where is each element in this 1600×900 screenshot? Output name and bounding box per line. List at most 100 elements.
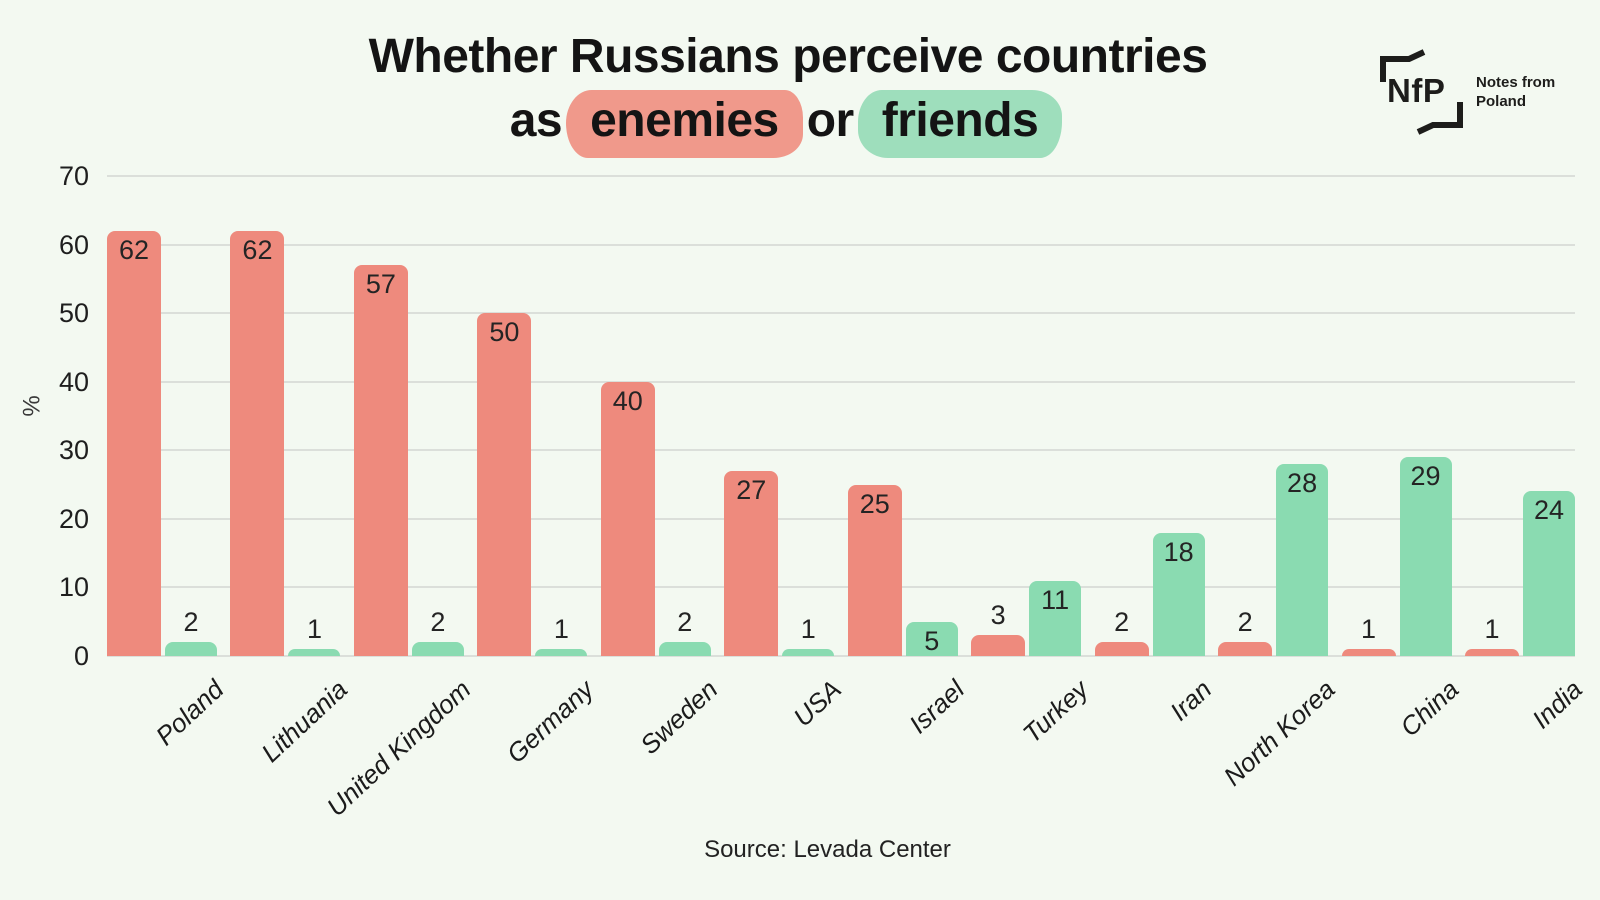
title-word-enemies-highlighted: enemies: [566, 90, 803, 158]
bar-group-north-korea: 2 28: [1218, 176, 1329, 656]
value-label-friends-lithuania: 1: [306, 614, 322, 645]
value-label-enemies-united-kingdom: 57: [365, 269, 396, 300]
bar-friends-north-korea: [1276, 464, 1329, 656]
x-tick-text-india: India: [1525, 674, 1588, 735]
bar-enemies-usa: [724, 470, 779, 656]
bar-group-sweden: 40 2: [600, 176, 711, 656]
y-tick-label-0: 0: [73, 641, 89, 671]
y-tick-label-60: 60: [58, 229, 89, 260]
bar-group-china: 1 29: [1341, 176, 1452, 656]
bar-enemies-turkey: [971, 635, 1026, 656]
value-label-enemies-germany: 50: [489, 317, 520, 348]
y-tick-label-50: 50: [58, 298, 89, 329]
bar-enemies-germany: [477, 313, 532, 656]
value-label-friends-germany: 1: [553, 614, 569, 645]
bar-friends-china: [1399, 457, 1452, 656]
value-label-friends-india: 24: [1533, 495, 1565, 526]
bar-friends-united-kingdom: [411, 642, 464, 656]
value-label-enemies-china: 1: [1361, 614, 1377, 645]
bar-friends-turkey: [1029, 580, 1082, 656]
nfp-logo-name: Notes from Poland: [1476, 73, 1555, 111]
title-word-or: or: [806, 94, 855, 147]
x-tick-text-israel: Israel: [903, 674, 971, 740]
nfp-bracket-icon: [1380, 49, 1463, 135]
title-word-friends-highlighted: friends: [857, 90, 1063, 158]
chart-title-line2: as enemies or friends: [0, 90, 1588, 158]
gridline-20: [107, 517, 1575, 520]
bar-group-lithuania: 62 1: [230, 176, 341, 656]
nfp-logo-mark: NfP: [1374, 48, 1468, 136]
bar-friends-india: [1523, 491, 1575, 656]
bar-enemies-india: [1465, 649, 1519, 656]
x-tick-text-lithuania: Lithuania: [255, 674, 353, 768]
nfp-logo-name-line1: Notes from: [1476, 74, 1556, 91]
title-word-as: as: [509, 94, 563, 147]
value-label-friends-china: 29: [1410, 461, 1441, 492]
gridline-60: [107, 243, 1575, 246]
bar-enemies-united-kingdom: [353, 265, 408, 656]
gridline-30: [107, 449, 1575, 452]
bar-group-poland: 62 2: [107, 176, 217, 656]
value-label-enemies-sweden: 40: [612, 385, 643, 416]
bar-friends-lithuania: [288, 649, 341, 656]
x-tick-text-germany: Germany: [501, 674, 600, 769]
gridline-0: [107, 655, 1575, 657]
value-label-friends-sweden: 2: [677, 607, 693, 638]
y-tick-label-40: 40: [58, 366, 89, 397]
bar-friends-germany: [535, 649, 588, 656]
bar-friends-usa: [782, 649, 835, 656]
x-tick-text-usa: USA: [787, 674, 847, 733]
x-tick-text-sweden: Sweden: [634, 674, 724, 761]
bar-friends-poland: [165, 642, 217, 656]
value-label-friends-poland: 2: [183, 607, 199, 638]
bar-group-germany: 50 1: [477, 176, 588, 656]
value-label-enemies-lithuania: 62: [242, 234, 273, 265]
value-label-friends-north-korea: 28: [1287, 468, 1318, 498]
bar-friends-sweden: [658, 642, 711, 656]
value-label-enemies-iran: 2: [1114, 607, 1130, 638]
value-label-enemies-israel: 25: [859, 488, 890, 519]
x-tick-text-turkey: Turkey: [1016, 674, 1094, 749]
y-tick-label-30: 30: [58, 435, 89, 466]
value-label-friends-usa: 1: [800, 614, 816, 645]
value-label-enemies-poland: 62: [118, 234, 150, 265]
x-tick-text-poland: Poland: [149, 674, 230, 752]
value-label-enemies-turkey: 3: [990, 600, 1006, 631]
bar-enemies-north-korea: [1218, 642, 1273, 656]
x-tick-text-iran: Iran: [1163, 674, 1218, 727]
bar-group-united-kingdom: 57 2: [353, 176, 464, 656]
y-tick-label-70: 70: [58, 161, 89, 191]
gridline-70: [107, 175, 1575, 177]
gridline-50: [107, 312, 1575, 315]
y-axis-label: %: [18, 395, 46, 417]
source-caption: Source: Levada Center: [704, 836, 951, 863]
x-tick-text-china: China: [1393, 674, 1464, 743]
value-label-enemies-usa: 27: [736, 474, 767, 505]
value-label-friends-united-kingdom: 2: [430, 607, 446, 638]
value-label-friends-iran: 18: [1163, 536, 1194, 567]
value-label-enemies-india: 1: [1484, 614, 1500, 645]
bar-enemies-lithuania: [230, 230, 285, 656]
bar-friends-iran: [1152, 532, 1205, 656]
value-label-friends-turkey: 11: [1041, 584, 1070, 615]
bar-enemies-poland: [107, 230, 161, 656]
value-label-friends-israel: 5: [924, 625, 940, 656]
y-tick-label-10: 10: [58, 572, 89, 603]
nfp-logo: NfP Notes from Poland: [1374, 48, 1555, 136]
gridline-40: [107, 380, 1575, 383]
plot-area: 0 10 20 30 40 50 60 70 62 2 Poland 62 1 Lithuania 57 2 U…: [59, 161, 1588, 822]
value-label-enemies-north-korea: 2: [1237, 607, 1253, 638]
nfp-logo-name-line2: Poland: [1476, 93, 1527, 110]
bar-group-iran: 2 18: [1094, 176, 1205, 656]
chart-title-line1: Whether Russians perceive countries: [368, 30, 1208, 83]
x-tick-text-north-korea: North Korea: [1217, 674, 1341, 792]
bar-enemies-china: [1341, 649, 1396, 656]
bar-enemies-iran: [1094, 642, 1149, 656]
bar-enemies-israel: [847, 484, 902, 656]
gridline-10: [107, 586, 1575, 589]
y-tick-label-20: 20: [58, 503, 89, 534]
bar-group-israel: 25 5: [847, 176, 958, 656]
nfp-logo-abbr: NfP: [1387, 72, 1446, 109]
bar-group-usa: 27 1: [724, 176, 835, 656]
